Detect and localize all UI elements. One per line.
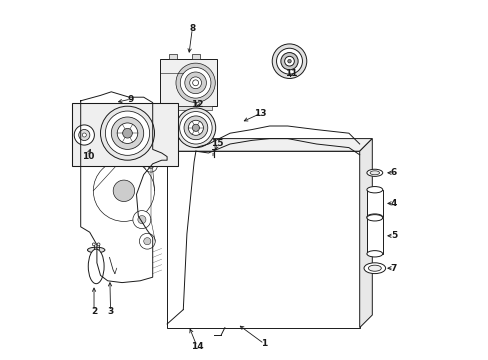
Circle shape	[113, 180, 134, 202]
Ellipse shape	[367, 265, 381, 271]
Text: 15: 15	[211, 139, 224, 148]
Polygon shape	[359, 139, 371, 328]
Circle shape	[97, 243, 100, 246]
Text: 2: 2	[91, 307, 97, 316]
Bar	[366, 190, 382, 217]
Circle shape	[192, 124, 199, 131]
Circle shape	[272, 44, 306, 78]
Circle shape	[192, 80, 198, 86]
Circle shape	[284, 57, 294, 66]
Circle shape	[133, 139, 151, 157]
Circle shape	[143, 238, 151, 245]
Circle shape	[176, 108, 215, 148]
Text: 4: 4	[390, 199, 396, 208]
Polygon shape	[167, 139, 371, 151]
Circle shape	[117, 123, 138, 143]
Bar	[167, 151, 359, 328]
Bar	[72, 103, 178, 166]
Circle shape	[276, 48, 302, 74]
Ellipse shape	[366, 169, 382, 176]
Circle shape	[180, 67, 210, 98]
Circle shape	[148, 163, 154, 168]
Circle shape	[287, 59, 291, 63]
Text: 8: 8	[189, 24, 195, 33]
Circle shape	[189, 77, 201, 89]
Text: 5: 5	[390, 231, 396, 240]
Circle shape	[188, 120, 203, 135]
Circle shape	[74, 125, 94, 145]
Circle shape	[92, 243, 95, 246]
Ellipse shape	[366, 214, 382, 220]
Ellipse shape	[366, 251, 382, 257]
Circle shape	[93, 160, 154, 221]
Ellipse shape	[366, 186, 382, 193]
Circle shape	[183, 116, 207, 140]
Circle shape	[280, 53, 298, 70]
Ellipse shape	[369, 171, 379, 175]
Circle shape	[101, 106, 154, 160]
Text: 14: 14	[190, 342, 203, 351]
Text: 1: 1	[261, 339, 267, 348]
Bar	[366, 218, 382, 254]
Ellipse shape	[366, 215, 382, 221]
Bar	[168, 54, 177, 59]
Text: 3: 3	[107, 307, 114, 316]
Circle shape	[82, 133, 86, 137]
Text: 6: 6	[390, 168, 396, 177]
Bar	[191, 54, 200, 59]
Text: 9: 9	[128, 94, 134, 104]
Circle shape	[138, 216, 145, 224]
Circle shape	[138, 144, 145, 152]
Text: 12: 12	[191, 100, 203, 109]
Text: 10: 10	[81, 152, 94, 161]
Ellipse shape	[363, 263, 385, 274]
Text: 13: 13	[254, 109, 266, 118]
Circle shape	[105, 111, 149, 155]
Circle shape	[111, 117, 143, 149]
Circle shape	[79, 130, 90, 140]
Text: 11: 11	[285, 69, 297, 78]
Circle shape	[133, 211, 151, 229]
Ellipse shape	[87, 247, 105, 253]
Text: 7: 7	[390, 264, 396, 273]
Ellipse shape	[88, 249, 104, 284]
Circle shape	[122, 128, 132, 138]
Circle shape	[176, 63, 215, 103]
Circle shape	[144, 159, 157, 172]
Circle shape	[184, 72, 206, 94]
Bar	[165, 106, 211, 110]
Circle shape	[179, 112, 212, 144]
Circle shape	[139, 233, 155, 249]
Bar	[160, 59, 217, 106]
